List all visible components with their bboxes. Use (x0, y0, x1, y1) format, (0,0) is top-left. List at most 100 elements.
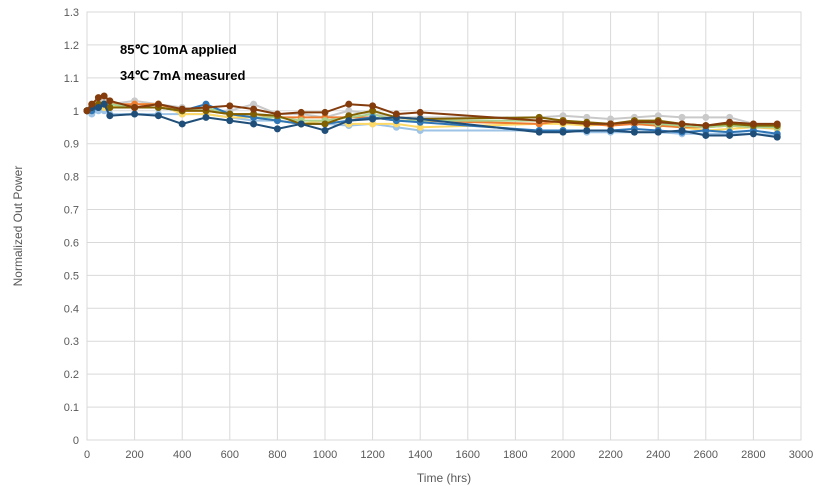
x-tick-label: 1000 (313, 449, 337, 461)
data-point (654, 128, 662, 136)
data-point (178, 120, 186, 128)
x-tick-label: 1600 (456, 449, 480, 461)
y-tick-label: 1.3 (64, 7, 79, 19)
x-tick-label: 2000 (551, 449, 575, 461)
data-point (535, 117, 543, 125)
data-point (392, 110, 400, 118)
data-point (416, 123, 424, 131)
data-point (321, 120, 329, 128)
data-point (250, 100, 258, 108)
data-point (94, 94, 102, 102)
annotation-measured: 34℃ 7mA measured (120, 68, 245, 83)
data-point (702, 122, 710, 130)
series-8 (83, 100, 781, 141)
data-point (369, 102, 377, 110)
x-tick-label: 2600 (694, 449, 718, 461)
x-tick-label: 200 (125, 449, 143, 461)
data-point (749, 130, 757, 138)
data-point (369, 107, 377, 115)
y-tick-label: 0.9 (64, 139, 79, 151)
y-tick-label: 0.7 (64, 205, 79, 217)
data-point (583, 120, 591, 128)
data-point (83, 107, 91, 115)
data-point (131, 103, 139, 111)
data-point (106, 97, 114, 105)
x-tick-label: 2800 (741, 449, 765, 461)
data-point (106, 103, 114, 111)
data-point (535, 128, 543, 136)
data-point (773, 133, 781, 141)
data-point (773, 120, 781, 128)
data-point (131, 110, 139, 118)
data-point (273, 117, 281, 125)
y-axis-title: Normalized Out Power (11, 166, 25, 287)
annotation-applied: 85℃ 10mA applied (120, 42, 237, 57)
data-point (630, 128, 638, 136)
x-tick-label: 3000 (789, 449, 813, 461)
data-point (369, 115, 377, 123)
data-point (702, 127, 710, 135)
data-point (559, 118, 567, 126)
data-point (345, 107, 353, 115)
data-point (226, 102, 234, 110)
data-point (369, 120, 377, 128)
y-tick-label: 0.4 (64, 303, 79, 315)
data-point (226, 117, 234, 125)
tick-labels: 0 0.1 0.2 0.3 0.4 0.5 0.6 0.7 0.8 0.9 1 1.1 1.2 1.3 0 2… (64, 7, 814, 461)
data-point (702, 113, 710, 121)
data-point (345, 117, 353, 125)
y-tick-label: 0.2 (64, 369, 79, 381)
data-point (726, 118, 734, 126)
data-point (654, 112, 662, 120)
data-point (345, 100, 353, 108)
data-point (559, 128, 567, 136)
data-point (297, 120, 305, 128)
x-tick-label: 0 (84, 449, 90, 461)
y-tick-label: 0.6 (64, 237, 79, 249)
data-point (321, 127, 329, 135)
data-point (273, 125, 281, 133)
data-point (726, 113, 734, 121)
x-axis-title: Time (hrs) (417, 471, 471, 485)
data-point (321, 108, 329, 116)
data-point (416, 108, 424, 116)
data-point (678, 113, 686, 121)
x-tick-label: 2200 (598, 449, 622, 461)
x-tick-label: 600 (221, 449, 239, 461)
data-point (250, 105, 258, 113)
data-point (100, 100, 108, 108)
x-tick-label: 800 (268, 449, 286, 461)
x-tick-label: 2400 (646, 449, 670, 461)
data-point (250, 120, 258, 128)
data-point (678, 127, 686, 135)
data-point (726, 131, 734, 139)
y-tick-label: 1.1 (64, 73, 79, 85)
data-point (202, 113, 210, 121)
data-point (226, 110, 234, 118)
data-point (154, 100, 162, 108)
data-point (250, 110, 258, 118)
data-point (88, 100, 96, 108)
data-point (654, 118, 662, 126)
y-tick-label: 0.3 (64, 336, 79, 348)
data-point (94, 103, 102, 111)
data-point (559, 112, 567, 120)
y-tick-label: 0.8 (64, 172, 79, 184)
data-point (678, 120, 686, 128)
data-point (607, 120, 615, 128)
data-point (106, 112, 114, 120)
data-point (202, 103, 210, 111)
data-point (345, 112, 353, 120)
y-tick-label: 1.2 (64, 40, 79, 52)
data-point (416, 115, 424, 123)
data-point (297, 108, 305, 116)
data-point (607, 115, 615, 123)
x-tick-label: 400 (173, 449, 191, 461)
y-tick-label: 0.1 (64, 402, 79, 414)
series-layer (83, 92, 781, 141)
plot-area (86, 11, 802, 441)
data-point (154, 112, 162, 120)
data-point (607, 127, 615, 135)
data-point (583, 113, 591, 121)
